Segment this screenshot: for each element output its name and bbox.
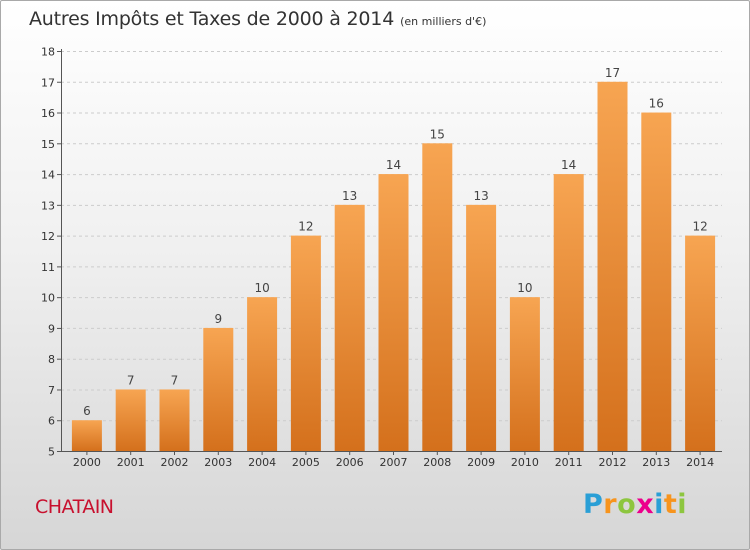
bar: [71, 420, 102, 451]
bar: [159, 389, 190, 451]
y-tick-label: 5: [48, 446, 55, 459]
data-label: 13: [342, 189, 357, 203]
logo-letter: r: [603, 489, 618, 520]
bar: [334, 204, 365, 451]
bar: [378, 174, 409, 452]
logo-letter: i: [677, 489, 688, 520]
y-tick-label: 12: [41, 230, 55, 243]
bar: [685, 235, 716, 451]
y-tick-label: 14: [41, 169, 55, 182]
x-tick-label: 2013: [642, 456, 670, 469]
x-tick-label: 2010: [511, 456, 539, 469]
logo-letter: o: [617, 489, 637, 520]
x-tick-label: 2008: [423, 456, 451, 469]
bars: 6 7 7 9 10 12 13 14 15 13 10 14 17 16 12: [71, 66, 716, 452]
bar: [422, 143, 453, 452]
bar: [115, 389, 146, 451]
bar: [597, 81, 628, 452]
logo-letter: x: [636, 489, 655, 520]
x-tick-label: 2001: [117, 456, 145, 469]
y-tick-label: 6: [48, 415, 55, 428]
x-tick-label: 2014: [686, 456, 714, 469]
bar: [466, 204, 497, 451]
bar: [247, 297, 278, 451]
x-tick-label: 2005: [292, 456, 320, 469]
data-label: 7: [127, 373, 135, 387]
data-label: 10: [517, 281, 532, 295]
data-label: 17: [605, 66, 620, 80]
data-label: 10: [254, 281, 269, 295]
axes: 5 6 7 8 9 10 11 12 13 14 15 16 17 18 2000 2001 2002 2003 2…: [41, 46, 722, 469]
data-label: 14: [386, 158, 401, 172]
proxiti-logo: Proxiti: [583, 489, 687, 520]
y-tick-label: 9: [48, 322, 55, 335]
data-label: 6: [83, 404, 91, 418]
data-label: 7: [171, 373, 179, 387]
y-tick-label: 18: [41, 46, 55, 59]
x-tick-label: 2002: [161, 456, 189, 469]
bar: [553, 174, 584, 452]
bar: [641, 112, 672, 452]
y-tick-label: 16: [41, 107, 55, 120]
y-tick-label: 11: [41, 261, 55, 274]
x-tick-label: 2003: [204, 456, 232, 469]
logo-letter: P: [583, 489, 604, 520]
logo-letter: i: [654, 489, 664, 520]
x-tick-label: 2004: [248, 456, 276, 469]
data-label: 14: [561, 158, 576, 172]
chart-title: Autres Impôts et Taxes de 2000 à 2014: [29, 8, 395, 30]
commune-name: CHATAIN: [35, 496, 114, 518]
bar: [203, 327, 234, 451]
y-tick-label: 10: [41, 292, 55, 305]
x-tick-label: 2006: [336, 456, 364, 469]
y-tick-label: 13: [41, 199, 55, 212]
x-tick-label: 2000: [73, 456, 101, 469]
chart-subtitle: (en milliers d'€): [400, 15, 487, 28]
y-tick-label: 17: [41, 76, 55, 89]
x-tick-label: 2009: [467, 456, 495, 469]
y-tick-label: 8: [48, 353, 55, 366]
data-label: 12: [692, 220, 707, 234]
x-tick-label: 2007: [380, 456, 408, 469]
x-tick-label: 2012: [599, 456, 627, 469]
data-label: 12: [298, 220, 313, 234]
y-tick-label: 15: [41, 138, 55, 151]
bar: [290, 235, 321, 451]
y-tick-label: 7: [48, 384, 55, 397]
chart-title-block: Autres Impôts et Taxes de 2000 à 2014 (en…: [29, 8, 486, 30]
x-tick-label: 2011: [555, 456, 583, 469]
logo-letter: t: [663, 489, 678, 520]
data-label: 13: [473, 189, 488, 203]
data-label: 9: [214, 312, 222, 326]
data-label: 16: [649, 97, 664, 111]
bar: [509, 297, 540, 451]
data-label: 15: [430, 127, 445, 141]
